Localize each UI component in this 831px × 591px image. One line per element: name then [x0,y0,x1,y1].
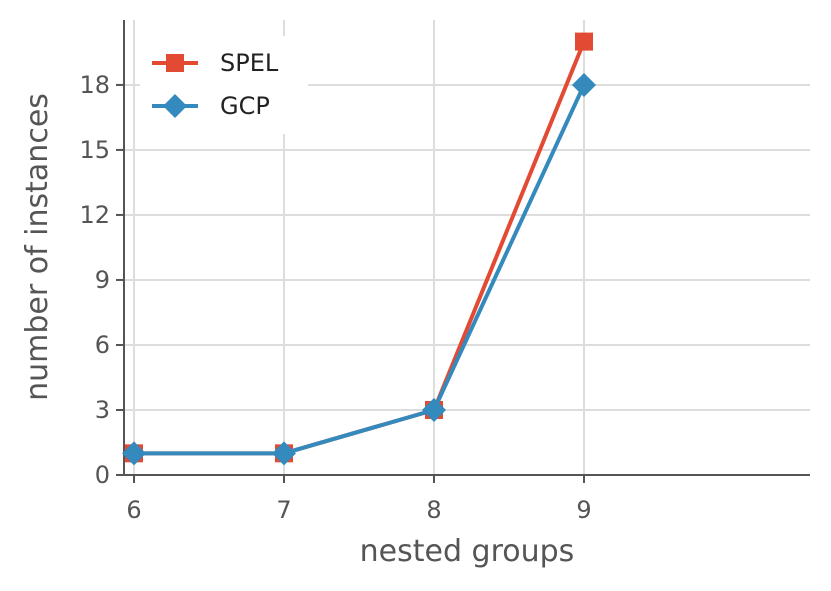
y-tick-label: 12 [79,201,110,229]
point-gcp [572,72,596,97]
y-tick-label: 0 [95,461,110,489]
legend: SPEL GCP [140,36,308,134]
point-gcp [272,441,296,466]
y-axis-title: number of instances [20,93,55,401]
x-tick-label: 6 [126,496,141,524]
y-tick-label: 6 [95,331,110,359]
y-tick-label: 15 [79,136,110,164]
legend-label-gcp: GCP [220,92,270,120]
series-line-gcp [134,84,586,456]
series [122,32,596,466]
legend-marker-gcp [163,94,187,118]
legend-entry-spel: SPEL [152,49,279,77]
point-spel [575,32,593,51]
x-tick-label: 7 [276,496,291,524]
ticks: 0 3 6 9 12 15 18 6 7 8 9 [79,71,591,524]
y-tick-label: 3 [95,396,110,424]
point-gcp [122,441,146,466]
legend-label-spel: SPEL [220,49,279,77]
legend-background [140,36,308,134]
legend-entry-gcp: GCP [152,92,270,120]
y-tick-label: 18 [79,71,110,99]
y-tick-label: 9 [95,266,110,294]
axes [123,20,810,476]
x-tick-label: 9 [576,496,591,524]
x-axis-title: nested groups [360,534,575,569]
point-gcp [422,397,446,422]
legend-marker-spel [166,54,184,72]
x-tick-label: 8 [426,496,441,524]
